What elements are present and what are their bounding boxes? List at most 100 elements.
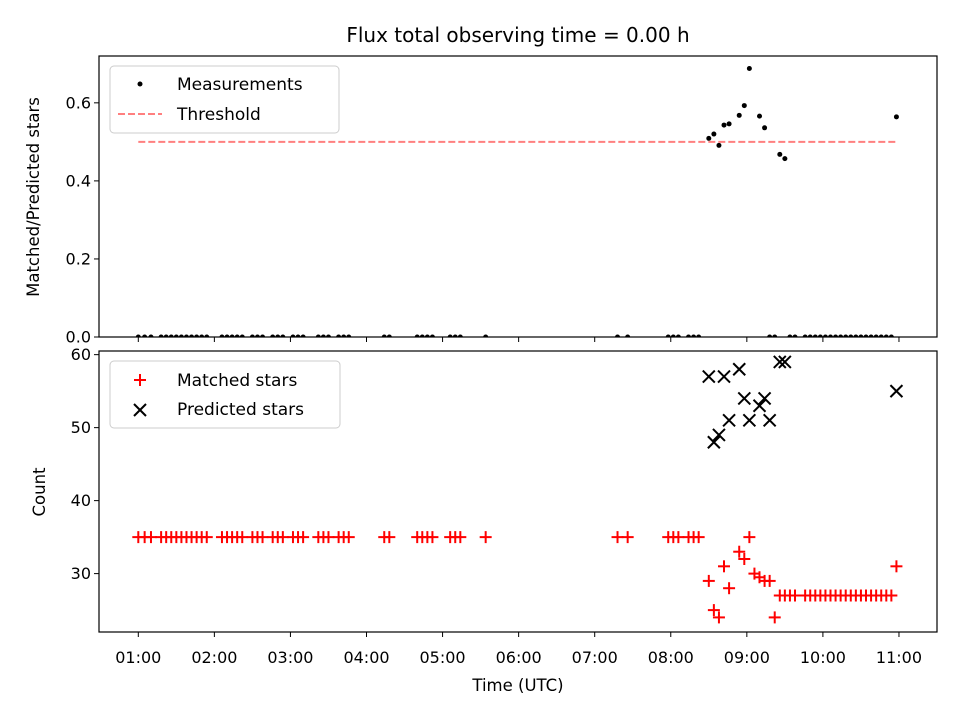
y-tick-label: 60	[71, 345, 91, 364]
threshold-legend-label: Threshold	[176, 105, 261, 125]
measurements-point	[802, 334, 808, 337]
predicted-stars-point	[889, 384, 904, 398]
predicted-stars-point	[717, 369, 731, 384]
measurements-point	[888, 334, 894, 337]
measurements-point	[386, 334, 392, 337]
measurements-point	[295, 334, 301, 337]
measurements-point	[878, 334, 884, 337]
measurements-legend-marker	[137, 81, 143, 87]
matched-stars-point	[890, 560, 903, 573]
matched-stars-point	[768, 611, 781, 624]
matched-stars-point	[712, 611, 725, 624]
measurements-point	[229, 334, 235, 337]
predicted-stars-point	[732, 362, 746, 376]
predicted-stars-point	[737, 391, 752, 406]
matched-stars-point	[297, 531, 310, 544]
bottom-axes-frame	[98, 350, 938, 633]
predicted-stars-point	[778, 355, 792, 369]
top-panel: 0.0 0.2 0.4 0.6 Matched/Predicted stars Mea…	[24, 55, 938, 347]
matched-stars-point	[383, 531, 396, 544]
predicted-stars-point	[773, 355, 787, 369]
top-legend: Measurements Threshold	[109, 65, 340, 134]
measurements-point	[168, 334, 174, 337]
measurements-point	[346, 334, 352, 337]
measurements-point	[817, 334, 823, 337]
measurements-point	[325, 334, 331, 337]
measurements-point	[828, 334, 834, 337]
measurements-point	[300, 334, 306, 337]
measurements-point	[711, 131, 717, 137]
predicted-stars-point	[762, 413, 777, 428]
measurements-point	[853, 334, 859, 337]
matched-stars-point	[426, 531, 439, 544]
x-tick-label: 01:00	[115, 648, 161, 667]
bottom-y-axis-label: Count	[30, 467, 49, 517]
measurements-point	[787, 334, 793, 337]
measurements-point	[706, 135, 712, 141]
measurements-point	[822, 334, 828, 337]
x-tick-label: 10:00	[800, 648, 846, 667]
measurements-point	[429, 334, 435, 337]
measurements-point	[178, 334, 184, 337]
measurements-point	[414, 334, 420, 337]
measurements-point	[148, 334, 154, 337]
measurements-point	[665, 334, 671, 337]
x-axis-label: Time (UTC)	[471, 676, 563, 695]
bottom-y-ticks: 30 40 50 60	[71, 345, 99, 583]
bottom-legend-box	[109, 360, 341, 429]
measurements-point	[777, 151, 783, 157]
y-tick-label: 50	[71, 418, 91, 437]
measurements-point	[158, 334, 164, 337]
measurements-point	[615, 334, 621, 337]
matched-stars-point	[702, 574, 715, 587]
matched-stars-point	[611, 531, 624, 544]
x-tick-label: 09:00	[724, 648, 770, 667]
measurements-point	[447, 334, 453, 337]
measurements-point	[341, 334, 347, 337]
measurements-point	[792, 334, 798, 337]
top-y-ticks: 0.0 0.2 0.4 0.6	[66, 93, 99, 347]
predicted-stars-legend-marker	[133, 403, 147, 417]
y-tick-label: 0.6	[66, 93, 91, 112]
measurements-point	[336, 334, 342, 337]
bottom-x-ticks: 01:00 02:00 03:00 04:00 05:00 06:00 07:00 08:00…	[115, 632, 922, 667]
measurements-point	[675, 334, 681, 337]
measurements-point	[280, 334, 286, 337]
measurements-point	[483, 334, 489, 337]
matched-stars-point	[733, 545, 746, 558]
predicted-stars-point	[722, 413, 736, 428]
matched-stars-point	[236, 531, 249, 544]
measurements-point	[746, 65, 752, 71]
measurements-point	[163, 334, 169, 337]
measurements-point	[234, 334, 240, 337]
matched-stars-point	[672, 531, 685, 544]
measurements-point	[767, 334, 773, 337]
measurements-point	[721, 122, 727, 128]
matched-stars-point	[763, 574, 776, 587]
measurements-point	[457, 334, 463, 337]
y-tick-label: 0.4	[66, 171, 91, 190]
measurements-point	[142, 334, 148, 337]
measurements-point	[224, 334, 230, 337]
x-tick-label: 04:00	[343, 648, 389, 667]
x-tick-label: 05:00	[420, 648, 466, 667]
matched-stars-point	[718, 560, 731, 573]
measurements-point	[762, 125, 768, 131]
matched-stars-point	[692, 531, 705, 544]
predicted-stars-point	[707, 435, 721, 449]
top-y-axis-label: Matched/Predicted stars	[24, 97, 43, 297]
bottom-legend: Matched stars Predicted stars	[109, 360, 341, 429]
measurements-point	[270, 334, 276, 337]
measurements-point	[812, 334, 818, 337]
measurements-point	[686, 334, 692, 337]
measurements-point	[424, 334, 430, 337]
top-x-ticks	[137, 337, 900, 342]
y-tick-label: 0.2	[66, 249, 91, 268]
measurements-point	[290, 334, 296, 337]
measurements-point	[452, 334, 458, 337]
y-tick-label: 0.0	[66, 328, 91, 347]
measurements-point	[381, 334, 387, 337]
y-tick-label: 30	[71, 564, 91, 583]
